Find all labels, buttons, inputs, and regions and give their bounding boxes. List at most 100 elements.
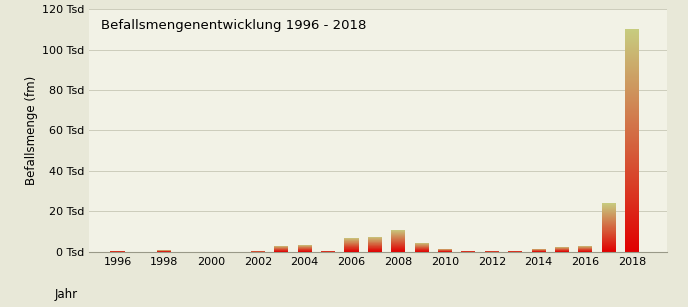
Bar <box>625 120 639 121</box>
Bar <box>625 114 639 115</box>
Bar <box>391 245 405 246</box>
Bar <box>602 238 616 239</box>
Bar <box>625 118 639 119</box>
Bar <box>368 239 382 240</box>
Bar <box>625 42 639 43</box>
Bar <box>625 123 639 124</box>
Bar <box>602 239 616 240</box>
Bar <box>625 40 639 41</box>
Bar <box>368 251 382 252</box>
Bar <box>625 157 639 158</box>
Bar <box>602 250 616 251</box>
Bar <box>391 237 405 238</box>
Bar <box>625 195 639 196</box>
Bar <box>625 91 639 92</box>
Bar <box>625 152 639 153</box>
Bar <box>625 46 639 47</box>
Bar <box>625 190 639 191</box>
Bar <box>625 126 639 127</box>
Bar <box>625 72 639 73</box>
Bar <box>625 249 639 250</box>
Bar <box>345 250 358 251</box>
Bar <box>345 248 358 249</box>
Bar <box>625 57 639 58</box>
Bar <box>625 248 639 249</box>
Bar <box>625 244 639 245</box>
Bar <box>625 161 639 162</box>
Bar <box>602 205 616 206</box>
Bar <box>391 241 405 242</box>
Bar <box>625 243 639 244</box>
Bar <box>625 45 639 46</box>
Bar <box>625 31 639 32</box>
Bar <box>368 237 382 238</box>
Bar <box>345 247 358 248</box>
Bar <box>391 238 405 239</box>
Bar <box>625 79 639 80</box>
Bar <box>602 219 616 220</box>
Bar <box>391 243 405 244</box>
Bar <box>625 201 639 202</box>
Bar <box>625 106 639 107</box>
Bar <box>625 119 639 120</box>
Bar <box>625 133 639 134</box>
Bar <box>625 144 639 145</box>
Bar <box>625 37 639 38</box>
Bar <box>602 244 616 245</box>
Bar <box>625 168 639 169</box>
Bar <box>625 88 639 89</box>
Bar <box>625 240 639 241</box>
Bar <box>602 210 616 211</box>
Bar <box>602 237 616 238</box>
Bar <box>602 218 616 219</box>
Bar <box>625 198 639 199</box>
Bar <box>602 206 616 207</box>
Bar <box>625 137 639 138</box>
Bar <box>625 153 639 154</box>
Bar <box>625 162 639 163</box>
Text: Jahr: Jahr <box>55 288 78 301</box>
Bar <box>625 167 639 168</box>
Bar <box>391 247 405 248</box>
Bar <box>625 150 639 151</box>
Bar <box>625 181 639 182</box>
Bar <box>625 213 639 214</box>
Bar <box>345 249 358 250</box>
Bar <box>625 39 639 40</box>
Bar <box>625 169 639 170</box>
Bar <box>602 213 616 214</box>
Bar <box>625 238 639 239</box>
Bar <box>625 184 639 185</box>
Bar <box>625 90 639 91</box>
Bar <box>602 233 616 234</box>
Bar <box>625 52 639 53</box>
Bar <box>625 121 639 122</box>
Bar <box>602 222 616 223</box>
Bar <box>625 54 639 55</box>
Bar <box>625 93 639 94</box>
Bar <box>602 240 616 241</box>
Bar <box>625 69 639 70</box>
Bar <box>625 125 639 126</box>
Bar <box>625 146 639 147</box>
Bar <box>625 75 639 76</box>
Bar <box>391 234 405 235</box>
Bar <box>602 246 616 247</box>
Bar <box>602 249 616 250</box>
Bar <box>625 135 639 136</box>
Bar <box>625 48 639 49</box>
Bar <box>625 95 639 96</box>
Bar <box>625 221 639 222</box>
Bar <box>602 231 616 232</box>
Bar <box>368 241 382 242</box>
Bar <box>345 244 358 245</box>
Bar <box>625 140 639 141</box>
Bar <box>368 240 382 241</box>
Bar <box>625 128 639 129</box>
Bar <box>602 230 616 231</box>
Bar <box>602 221 616 222</box>
Bar <box>625 199 639 200</box>
Text: Befallsmengenentwicklung 1996 - 2018: Befallsmengenentwicklung 1996 - 2018 <box>101 19 367 32</box>
Bar <box>625 67 639 68</box>
Bar <box>602 225 616 226</box>
